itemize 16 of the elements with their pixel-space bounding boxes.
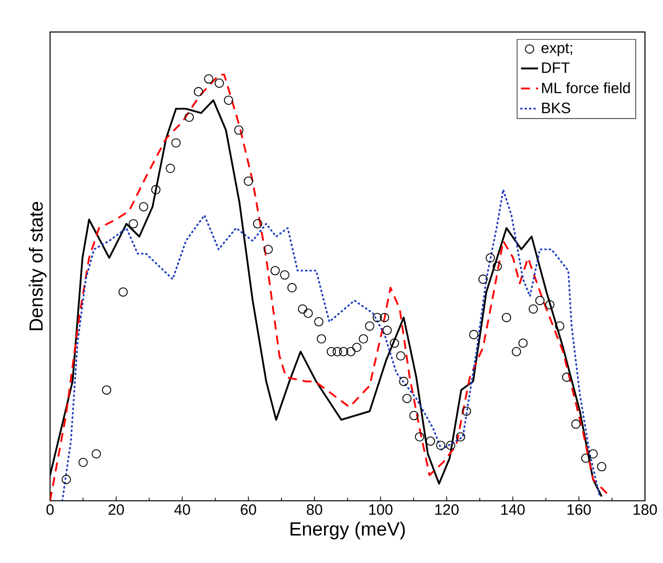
x-tick-label: 140 <box>501 504 525 515</box>
x-tick-label: 120 <box>435 504 459 515</box>
x-tick-label: 40 <box>174 504 190 515</box>
x-tick-label: 0 <box>46 504 54 515</box>
x-axis-title: Energy (meV) <box>290 522 405 540</box>
x-tick-label: 80 <box>306 504 322 515</box>
x-tick-label: 20 <box>108 504 124 515</box>
legend-label: DFT <box>542 62 570 73</box>
x-tick-label: 180 <box>634 504 657 515</box>
y-axis-title: Density of state <box>28 202 47 330</box>
legend-label: BKS <box>542 102 570 114</box>
legend-label: expt; <box>542 43 572 56</box>
x-tick-label: 160 <box>568 504 591 515</box>
x-tick-label: 100 <box>369 504 392 515</box>
legend-label: ML force field <box>542 82 630 94</box>
x-tick-label: 60 <box>240 504 256 515</box>
